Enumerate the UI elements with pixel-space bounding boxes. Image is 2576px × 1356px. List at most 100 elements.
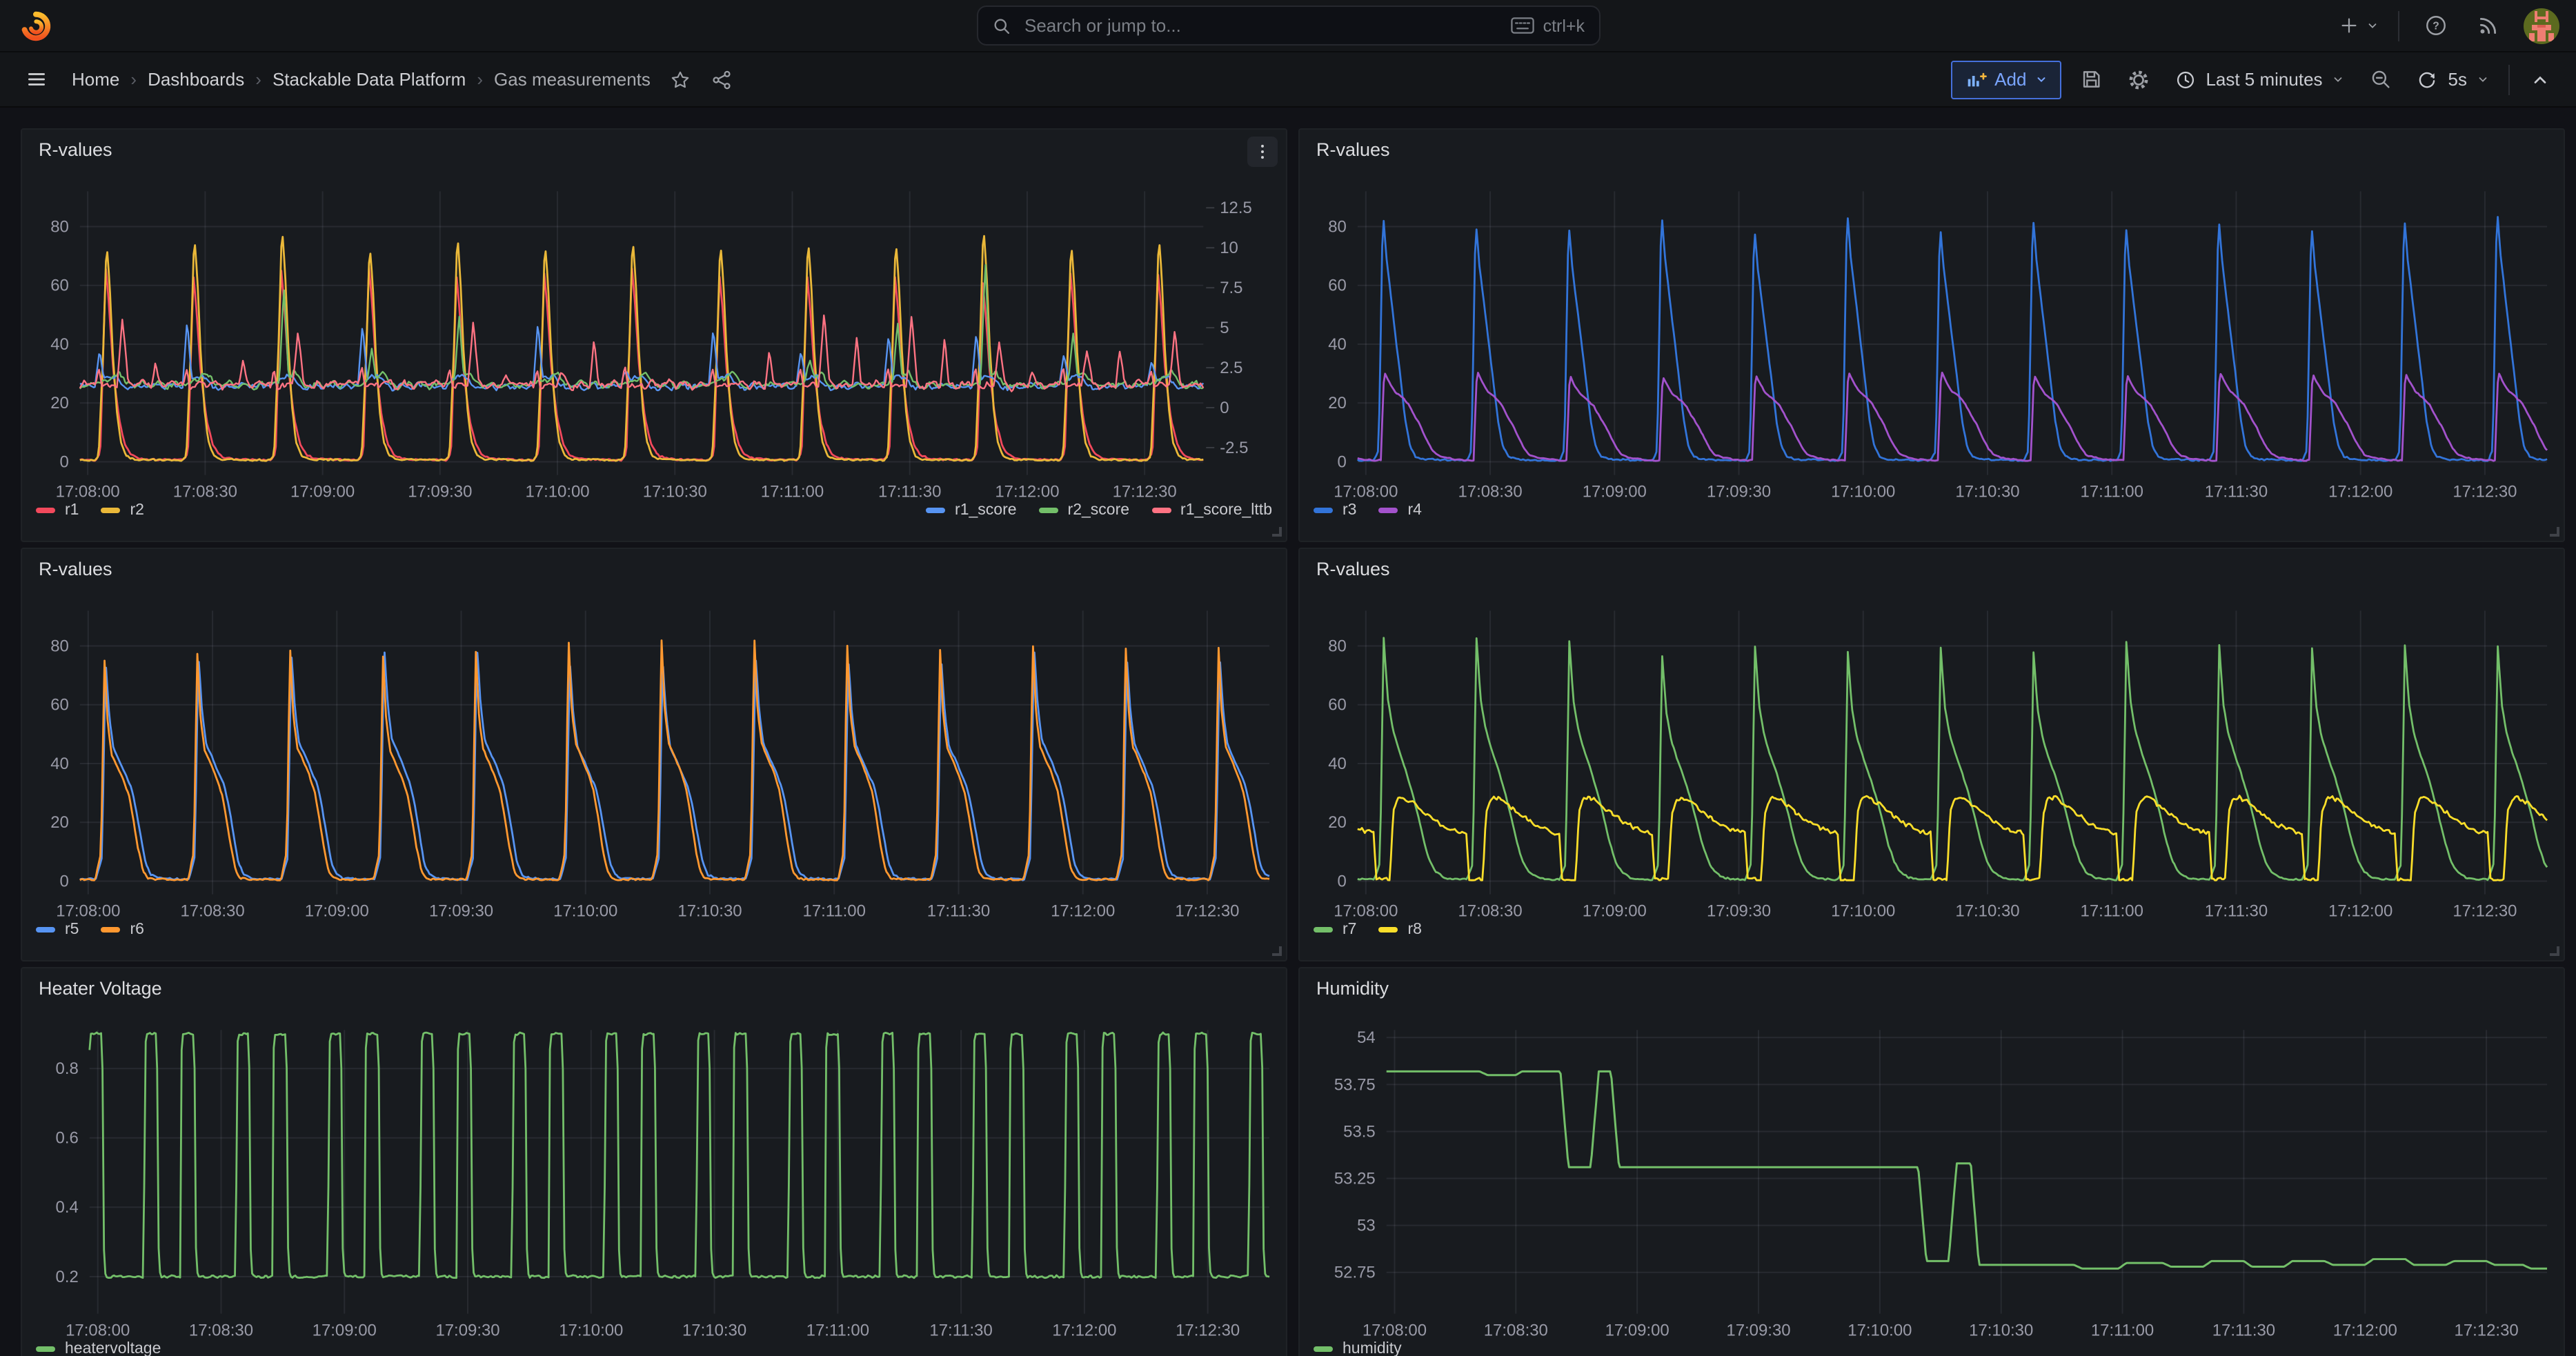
x-axis-label: 17:11:00 bbox=[761, 482, 824, 501]
panel-r-values: R-values17:08:0017:08:3017:09:0017:09:30… bbox=[1298, 548, 2565, 961]
chart-r-values: 17:08:0017:08:3017:09:0017:09:3017:10:00… bbox=[1300, 549, 2564, 960]
legend-swatch bbox=[101, 508, 120, 513]
legend-swatch bbox=[1378, 508, 1398, 513]
shortcut-label: ctrl+k bbox=[1543, 16, 1585, 35]
y-axis-label: 40 bbox=[50, 335, 69, 354]
legend-item-r3[interactable]: r3 bbox=[1314, 502, 1356, 519]
y2-axis-label: 10 bbox=[1220, 239, 1238, 257]
y-axis-label: 80 bbox=[50, 637, 69, 656]
time-range-picker[interactable]: Last 5 minutes bbox=[2168, 60, 2350, 99]
share-button[interactable] bbox=[706, 61, 739, 97]
legend-item-r2_score[interactable]: r2_score bbox=[1039, 502, 1130, 519]
y-axis-label: 53.25 bbox=[1334, 1170, 1376, 1188]
series-r4 bbox=[1358, 372, 2547, 461]
news-button[interactable] bbox=[2471, 8, 2504, 43]
series-r2 bbox=[80, 236, 1203, 461]
y-axis-label: 80 bbox=[1328, 218, 1347, 237]
x-axis-label: 17:11:30 bbox=[929, 1321, 992, 1339]
y-axis-label: 0 bbox=[60, 452, 69, 471]
y-axis-label: 60 bbox=[1328, 696, 1347, 715]
legend-item-r5[interactable]: r5 bbox=[36, 921, 79, 938]
x-axis-label: 17:11:00 bbox=[806, 1321, 869, 1339]
x-axis-label: 17:12:00 bbox=[995, 482, 1059, 501]
refresh-picker[interactable]: 5s bbox=[2411, 60, 2495, 99]
zoom-out-icon bbox=[2369, 68, 2392, 91]
legend-item-r4[interactable]: r4 bbox=[1378, 502, 1421, 519]
panel-legend: r7 r8 bbox=[1314, 921, 2550, 938]
plus-icon bbox=[2339, 15, 2359, 36]
legend-item-heatervoltage[interactable]: heatervoltage bbox=[36, 1341, 161, 1356]
search-icon bbox=[991, 16, 1011, 35]
help-button[interactable]: ? bbox=[2419, 8, 2452, 43]
x-axis-label: 17:09:30 bbox=[435, 1321, 499, 1339]
series-r3 bbox=[1358, 217, 2547, 461]
legend-swatch bbox=[1314, 1346, 1333, 1352]
y-axis-label: 0.8 bbox=[56, 1059, 79, 1078]
x-axis-label: 17:09:00 bbox=[290, 482, 355, 501]
legend-label: r1 bbox=[65, 502, 79, 519]
legend-item-r1_score[interactable]: r1_score bbox=[926, 502, 1017, 519]
zoom-out-button[interactable] bbox=[2364, 61, 2397, 97]
save-dashboard-button[interactable] bbox=[2074, 61, 2108, 97]
grafana-logo-icon[interactable] bbox=[19, 9, 52, 42]
add-panel-icon bbox=[1964, 68, 1986, 90]
refresh-interval-label: 5s bbox=[2448, 69, 2467, 90]
legend-swatch bbox=[101, 927, 120, 933]
legend-group: r3 r4 bbox=[1314, 502, 1422, 519]
legend-swatch bbox=[1314, 927, 1333, 933]
y2-axis-label: 2.5 bbox=[1220, 359, 1242, 377]
x-axis-label: 17:09:00 bbox=[305, 901, 369, 920]
x-axis-label: 17:11:00 bbox=[803, 901, 866, 920]
legend-item-r6[interactable]: r6 bbox=[101, 921, 143, 938]
x-axis-label: 17:12:30 bbox=[1113, 482, 1177, 501]
y2-axis-label: 7.5 bbox=[1220, 279, 1242, 297]
y-axis-label: 60 bbox=[1328, 277, 1347, 295]
legend-label: r7 bbox=[1343, 921, 1356, 938]
add-button[interactable]: Add bbox=[1950, 60, 2061, 99]
x-axis-label: 17:10:00 bbox=[1847, 1321, 1912, 1339]
legend-item-r1_score_lttb[interactable]: r1_score_lttb bbox=[1151, 502, 1272, 519]
y-axis-label: 0 bbox=[60, 872, 69, 890]
x-axis-label: 17:08:30 bbox=[189, 1321, 253, 1339]
collapse-topbar-button[interactable] bbox=[2524, 61, 2557, 97]
grafana-app: ctrl+k ? bbox=[0, 0, 2576, 1356]
legend-label: r8 bbox=[1407, 921, 1421, 938]
global-search[interactable]: ctrl+k bbox=[976, 6, 1600, 46]
legend-item-r1[interactable]: r1 bbox=[36, 502, 79, 519]
breadcrumb-home[interactable]: Home bbox=[72, 69, 119, 90]
breadcrumb: Home › Dashboards › Stackable Data Platf… bbox=[72, 69, 651, 90]
y-axis-label: 53.5 bbox=[1343, 1122, 1376, 1141]
panel-legend: humidity bbox=[1314, 1341, 2550, 1356]
legend-item-r2[interactable]: r2 bbox=[101, 502, 143, 519]
legend-item-humidity[interactable]: humidity bbox=[1314, 1341, 1402, 1356]
search-shortcut: ctrl+k bbox=[1512, 16, 1585, 35]
dashboard-settings-button[interactable] bbox=[2121, 61, 2154, 97]
legend-swatch bbox=[1039, 508, 1058, 513]
x-axis-label: 17:09:30 bbox=[1707, 901, 1771, 920]
legend-group: humidity bbox=[1314, 1341, 1402, 1356]
y2-axis-label: 0 bbox=[1220, 399, 1229, 417]
y-axis-label: 20 bbox=[1328, 813, 1347, 832]
x-axis-label: 17:08:30 bbox=[1458, 901, 1522, 920]
new-menu-button[interactable] bbox=[2339, 8, 2379, 43]
mega-menu-button[interactable] bbox=[19, 61, 52, 97]
x-axis-label: 17:09:00 bbox=[1583, 901, 1647, 920]
user-avatar[interactable] bbox=[2524, 8, 2559, 43]
breadcrumb-dashboards[interactable]: Dashboards bbox=[148, 69, 244, 90]
legend-item-r7[interactable]: r7 bbox=[1314, 921, 1356, 938]
panel-legend: heatervoltage bbox=[36, 1341, 1272, 1356]
legend-item-r8[interactable]: r8 bbox=[1378, 921, 1421, 938]
panel-menu-button[interactable] bbox=[1247, 137, 1278, 167]
legend-group: r1 r2 bbox=[36, 502, 144, 519]
search-input[interactable] bbox=[1022, 14, 1500, 37]
panel-legend: r3 r4 bbox=[1314, 502, 2550, 519]
panel-legend: r1 r2 r1_score r2_score r1_score_lttb bbox=[36, 502, 1272, 519]
caret-down-icon bbox=[2366, 19, 2379, 32]
x-axis-label: 17:11:00 bbox=[2081, 482, 2143, 501]
favorite-button[interactable] bbox=[664, 61, 697, 97]
x-axis-label: 17:11:00 bbox=[2081, 901, 2143, 920]
chart-r-values: 17:08:0017:08:3017:09:0017:09:3017:10:00… bbox=[1300, 130, 2564, 541]
legend-group: r5 r6 bbox=[36, 921, 144, 938]
series-r1 bbox=[80, 268, 1203, 461]
breadcrumb-folder[interactable]: Stackable Data Platform bbox=[273, 69, 466, 90]
